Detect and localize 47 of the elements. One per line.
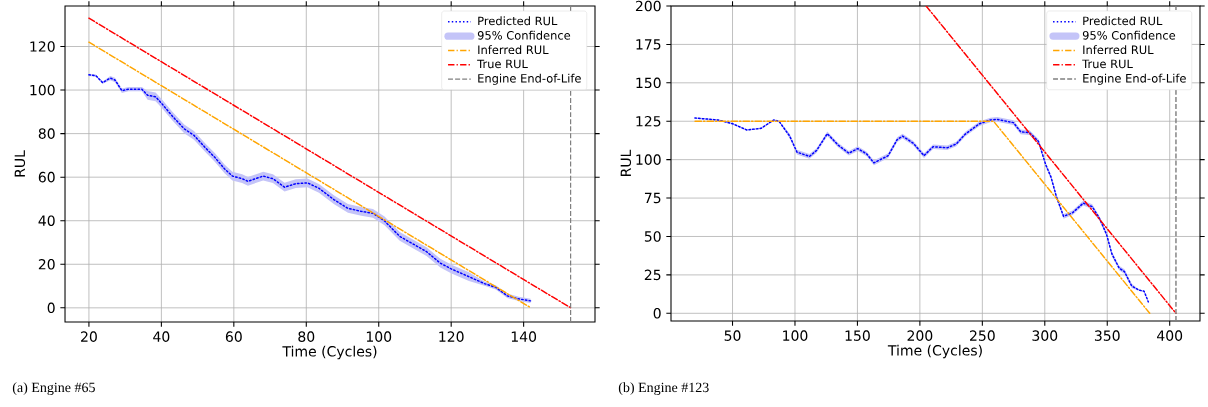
y-tick-label: 120: [30, 41, 55, 52]
annotation: 95% Confidence: [477, 30, 571, 40]
legend-label: Inferred RUL: [478, 45, 549, 55]
legend-label: True RUL: [1082, 59, 1133, 69]
text: (b) Engine #123: [618, 382, 709, 395]
x-tick-label: 20: [81, 331, 97, 342]
x-tick-label: 60: [225, 331, 242, 342]
x-tick-label: 250: [970, 330, 995, 341]
x-axis-title: Time (Cycles): [887, 344, 982, 359]
y-tick-label: 200: [635, 0, 661, 12]
y-tick-label: 20: [38, 258, 55, 270]
legend-label: True RUL: [477, 59, 528, 69]
y-tick-label: 60: [38, 171, 55, 183]
y-tick-label: 0: [653, 308, 661, 319]
x-tick-label: 350: [1094, 330, 1120, 341]
x-axis-title: Time (Cycles): [282, 345, 377, 360]
y-tick-label: 50: [644, 231, 661, 242]
legend-label: Predicted RUL: [1083, 16, 1163, 26]
x-tick-label: 120: [439, 331, 464, 342]
text: (a) Engine #65: [12, 382, 95, 395]
y-tick-label: 75: [644, 192, 661, 204]
y-tick-label: 25: [644, 269, 661, 281]
x-tick-label: 40: [153, 331, 170, 342]
y-tick-label: 100: [636, 154, 661, 165]
x-tick-label: 50: [724, 330, 741, 341]
x-tick-label: 140: [511, 331, 537, 342]
ref-line-label: Engine End-of-Life: [478, 73, 581, 85]
y-tick-label: 125: [636, 115, 661, 127]
ref-line-label: Engine End-of-Life: [1083, 73, 1186, 85]
y-tick-label: 0: [47, 302, 55, 314]
x-tick-label: 100: [783, 330, 808, 341]
y-tick-label: 150: [636, 77, 661, 89]
legend-label: Predicted RUL: [478, 16, 558, 26]
annotation: 95% Confidence: [1082, 30, 1176, 40]
y-tick-label: 100: [30, 84, 55, 96]
y-tick-label: 175: [636, 39, 661, 50]
y-axis-title: RUL: [14, 150, 26, 177]
x-tick-label: 200: [907, 330, 933, 341]
y-axis-title: RUL: [620, 149, 632, 176]
x-tick-label: 400: [1157, 330, 1183, 341]
x-tick-label: 300: [1032, 330, 1058, 341]
y-tick-label: 80: [38, 128, 55, 139]
x-tick-label: 100: [366, 331, 392, 342]
y-tick-label: 40: [38, 215, 55, 227]
x-tick-label: 150: [845, 330, 870, 341]
x-tick-label: 80: [298, 331, 315, 342]
legend-label: Inferred RUL: [1083, 45, 1154, 55]
